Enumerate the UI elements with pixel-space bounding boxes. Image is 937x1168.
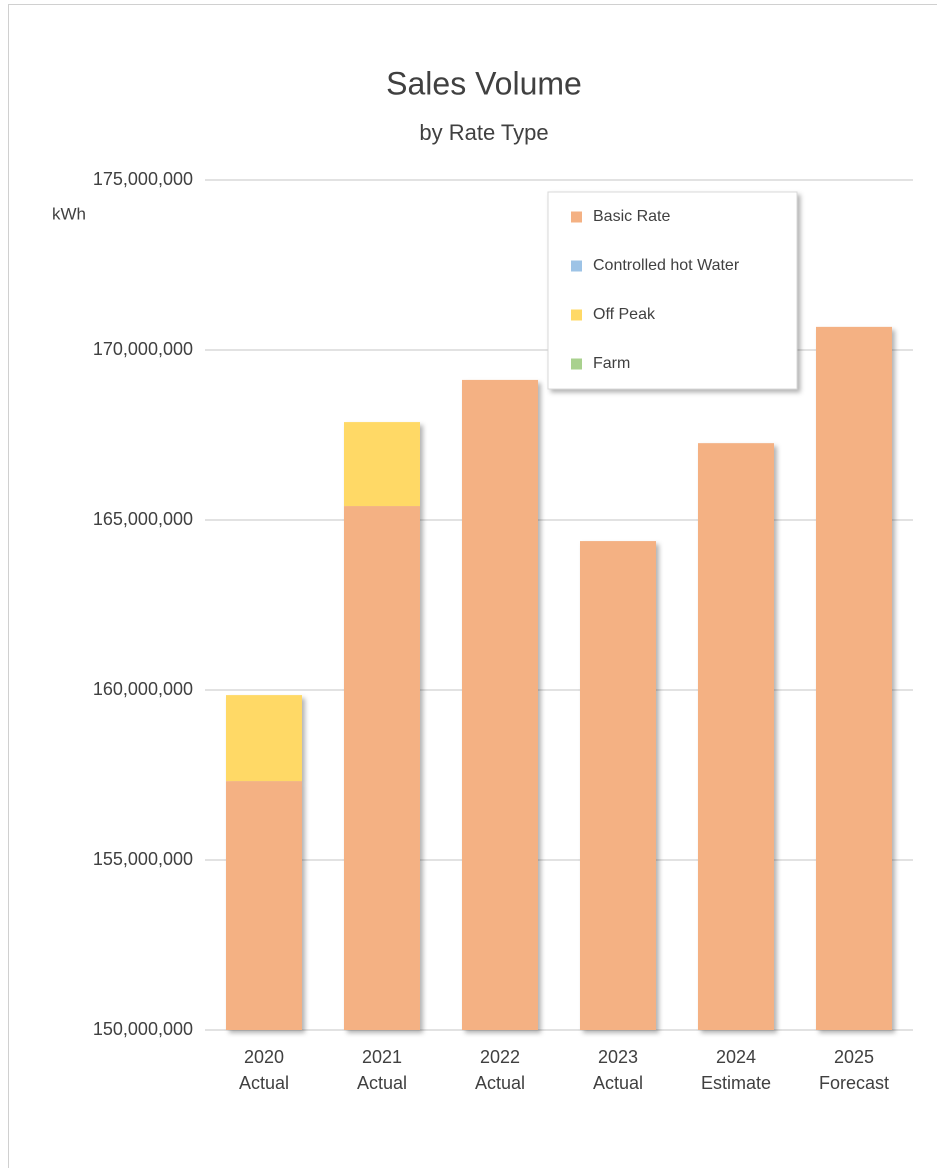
bar-segment — [580, 541, 656, 1030]
y-tick-label: 165,000,000 — [93, 509, 193, 529]
legend-label: Farm — [593, 355, 630, 372]
legend-swatch — [571, 358, 582, 370]
x-tick-label: Actual — [593, 1073, 643, 1093]
x-tick-label: Actual — [239, 1073, 289, 1093]
x-tick-label: 2021 — [362, 1047, 402, 1067]
legend-label: Off Peak — [593, 306, 656, 323]
y-axis-label: kWh — [52, 204, 86, 223]
bar-segment — [344, 506, 420, 1030]
bar-segment — [226, 695, 302, 782]
bar-stack — [698, 443, 774, 1030]
x-tick-label: Actual — [475, 1073, 525, 1093]
legend: Basic Rate Controlled hot Water Off Peak Fa… — [547, 191, 798, 390]
y-tick-label: 170,000,000 — [93, 339, 193, 359]
legend-box — [547, 191, 798, 390]
y-tick-label: 160,000,000 — [93, 679, 193, 699]
bar-segment — [226, 781, 302, 1030]
x-tick-label: Estimate — [701, 1073, 771, 1093]
x-tick-label: Actual — [357, 1073, 407, 1093]
chart-subtitle: by Rate Type — [419, 120, 548, 145]
chart-title: Sales Volume — [386, 65, 582, 101]
bar-stack — [816, 326, 892, 1030]
x-tick-label: Forecast — [819, 1073, 889, 1093]
legend-label: Controlled hot Water — [593, 257, 740, 274]
bar-stack — [580, 541, 656, 1030]
legend-label: Basic Rate — [593, 208, 670, 225]
bar-stack — [226, 695, 302, 1030]
bar-segment — [816, 326, 892, 1030]
x-tick-label: 2024 — [716, 1047, 756, 1067]
y-tick-label: 150,000,000 — [93, 1019, 193, 1039]
bar-stack — [344, 422, 420, 1030]
y-tick-label: 175,000,000 — [93, 169, 193, 189]
legend-swatch — [571, 211, 582, 223]
bar-segment — [344, 422, 420, 507]
bar-segment — [698, 443, 774, 1030]
bar-stack — [462, 379, 538, 1030]
legend-swatch — [571, 260, 582, 272]
bar-segment — [462, 379, 538, 1030]
x-tick-label: 2022 — [480, 1047, 520, 1067]
x-tick-label: 2020 — [244, 1047, 284, 1067]
x-tick-label: 2025 — [834, 1047, 874, 1067]
legend-swatch — [571, 309, 582, 321]
y-tick-label: 155,000,000 — [93, 849, 193, 869]
x-tick-label: 2023 — [598, 1047, 638, 1067]
